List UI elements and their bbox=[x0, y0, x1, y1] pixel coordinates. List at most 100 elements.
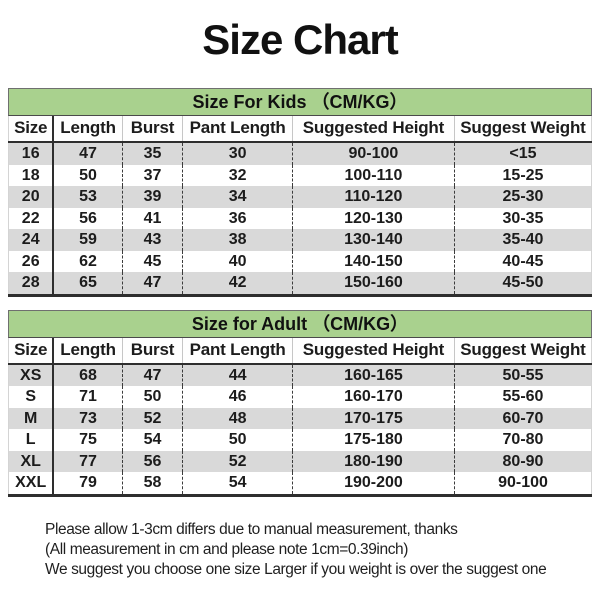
measurement-notes: Please allow 1-3cm differs due to manual… bbox=[45, 520, 590, 580]
table-cell: 100-110 bbox=[292, 164, 455, 186]
note-line: Please allow 1-3cm differs due to manual… bbox=[45, 520, 458, 538]
column-header: Burst bbox=[122, 116, 184, 143]
column-header: Burst bbox=[122, 337, 184, 365]
table-cell: XXL bbox=[8, 472, 55, 495]
table-cell: 35-40 bbox=[502, 231, 544, 248]
table-row: 18 50 37 32 100-110 15-25 bbox=[8, 164, 592, 186]
kids-section: Size For Kids （CM/KG） Size Length Burst Pan… bbox=[8, 88, 592, 297]
table-cell: 75 bbox=[53, 429, 123, 451]
table-cell: 26 bbox=[8, 250, 55, 272]
page-title: Size Chart bbox=[202, 16, 398, 63]
column-header: Suggested Height bbox=[292, 337, 455, 365]
header-row: Size Length Burst Pant Length Suggested Heig… bbox=[8, 116, 592, 143]
table-row: XXL 79 58 54 190-200 90-100 bbox=[8, 472, 592, 495]
column-header: Pant Length bbox=[182, 337, 293, 365]
table-cell: 90-100 bbox=[292, 142, 455, 165]
table-cell: 42 bbox=[182, 272, 293, 295]
table-cell: 77 bbox=[53, 450, 123, 472]
table-cell: <15 bbox=[509, 145, 537, 162]
size-chart-page: Size Chart Size For Kids （CM/KG） Size Len… bbox=[0, 16, 600, 580]
table-cell: XL bbox=[8, 450, 55, 472]
table-cell: 55-60 bbox=[502, 388, 544, 405]
column-header: Suggest Weight bbox=[454, 337, 592, 365]
table-cell: 47 bbox=[122, 363, 184, 386]
table-cell: 54 bbox=[182, 472, 293, 495]
column-header: Pant Length bbox=[182, 116, 293, 143]
table-cell: 30-35 bbox=[502, 209, 544, 227]
table-cell: 190-200 bbox=[292, 472, 455, 495]
table-cell: 71 bbox=[53, 386, 123, 408]
header-row: Size Length Burst Pant Length Suggested Heig… bbox=[8, 337, 592, 365]
table-cell: 50 bbox=[182, 429, 293, 451]
table-cell: 110-120 bbox=[292, 186, 455, 208]
table-cell: 80-90 bbox=[502, 452, 544, 470]
column-header: Length bbox=[53, 337, 123, 365]
table-cell: 130-140 bbox=[292, 229, 455, 251]
table-row: 24 59 43 38 130-140 35-40 bbox=[8, 229, 592, 251]
table-cell: 70-80 bbox=[502, 431, 544, 448]
table-cell: 58 bbox=[122, 472, 184, 495]
table-row: 22 56 41 36 120-130 30-35 bbox=[8, 207, 592, 229]
table-cell: 44 bbox=[182, 363, 293, 386]
adult-size-table: Size Length Burst Pant Length Suggested Heig… bbox=[8, 337, 592, 497]
table-row: XL 77 56 52 180-190 80-90 bbox=[8, 450, 592, 472]
table-cell: 36 bbox=[182, 207, 293, 229]
table-cell: 50 bbox=[53, 164, 123, 186]
table-cell: 56 bbox=[122, 450, 184, 472]
table-cell: 180-190 bbox=[292, 450, 455, 472]
table-cell: 38 bbox=[182, 229, 293, 251]
table-cell: 175-180 bbox=[292, 429, 455, 451]
table-cell: L bbox=[8, 429, 55, 451]
table-cell: 34 bbox=[182, 186, 293, 208]
table-cell: 52 bbox=[182, 450, 293, 472]
table-cell: 35 bbox=[122, 142, 184, 165]
table-row: M 73 52 48 170-175 60-70 bbox=[8, 407, 592, 429]
column-header: Suggest Weight bbox=[454, 116, 592, 143]
table-cell: 18 bbox=[8, 164, 55, 186]
kids-size-table: Size Length Burst Pant Length Suggested Heig… bbox=[8, 116, 592, 297]
note-line: (All measurement in cm and please note 1… bbox=[45, 540, 409, 558]
note-line: We suggest you choose one size Larger if… bbox=[45, 560, 547, 578]
table-cell: 40-45 bbox=[502, 252, 544, 270]
table-cell: 120-130 bbox=[292, 207, 455, 229]
table-cell: 140-150 bbox=[292, 250, 455, 272]
table-cell: 160-170 bbox=[292, 386, 455, 408]
table-cell: 22 bbox=[8, 207, 55, 229]
table-cell: 54 bbox=[122, 429, 184, 451]
column-header: Suggested Height bbox=[292, 116, 455, 143]
table-row: 16 47 35 30 90-100 <15 bbox=[8, 142, 592, 165]
table-cell: S bbox=[8, 386, 55, 408]
table-cell: 65 bbox=[53, 272, 123, 295]
table-cell: 25-30 bbox=[502, 188, 544, 205]
table-cell: 43 bbox=[122, 229, 184, 251]
table-cell: 15-25 bbox=[502, 166, 544, 184]
table-row: XS 68 47 44 160-165 50-55 bbox=[8, 363, 592, 386]
table-cell: M bbox=[8, 407, 55, 429]
table-cell: 50 bbox=[122, 386, 184, 408]
table-cell: 150-160 bbox=[292, 272, 455, 295]
column-header: Size bbox=[8, 337, 55, 365]
table-cell: 46 bbox=[182, 386, 293, 408]
table-cell: 45 bbox=[122, 250, 184, 272]
table-cell: 45-50 bbox=[502, 274, 544, 291]
table-cell: 47 bbox=[122, 272, 184, 295]
kids-table-banner: Size For Kids （CM/KG） bbox=[8, 88, 592, 116]
table-cell: 28 bbox=[8, 272, 55, 295]
table-row: 28 65 47 42 150-160 45-50 bbox=[8, 272, 592, 295]
table-cell: 52 bbox=[122, 407, 184, 429]
table-cell: 39 bbox=[122, 186, 184, 208]
table-cell: XS bbox=[8, 363, 55, 386]
table-cell: 20 bbox=[8, 186, 55, 208]
adult-section: Size for Adult （CM/KG） Size Length Burst Pa… bbox=[8, 309, 592, 497]
table-cell: 24 bbox=[8, 229, 55, 251]
table-cell: 16 bbox=[8, 142, 55, 165]
column-header: Size bbox=[8, 116, 55, 143]
table-cell: 47 bbox=[53, 142, 123, 165]
column-header: Length bbox=[53, 116, 123, 143]
table-cell: 60-70 bbox=[502, 409, 544, 427]
table-cell: 30 bbox=[182, 142, 293, 165]
table-cell: 37 bbox=[122, 164, 184, 186]
table-cell: 53 bbox=[53, 186, 123, 208]
table-cell: 50-55 bbox=[502, 366, 544, 384]
table-row: 26 62 45 40 140-150 40-45 bbox=[8, 250, 592, 272]
